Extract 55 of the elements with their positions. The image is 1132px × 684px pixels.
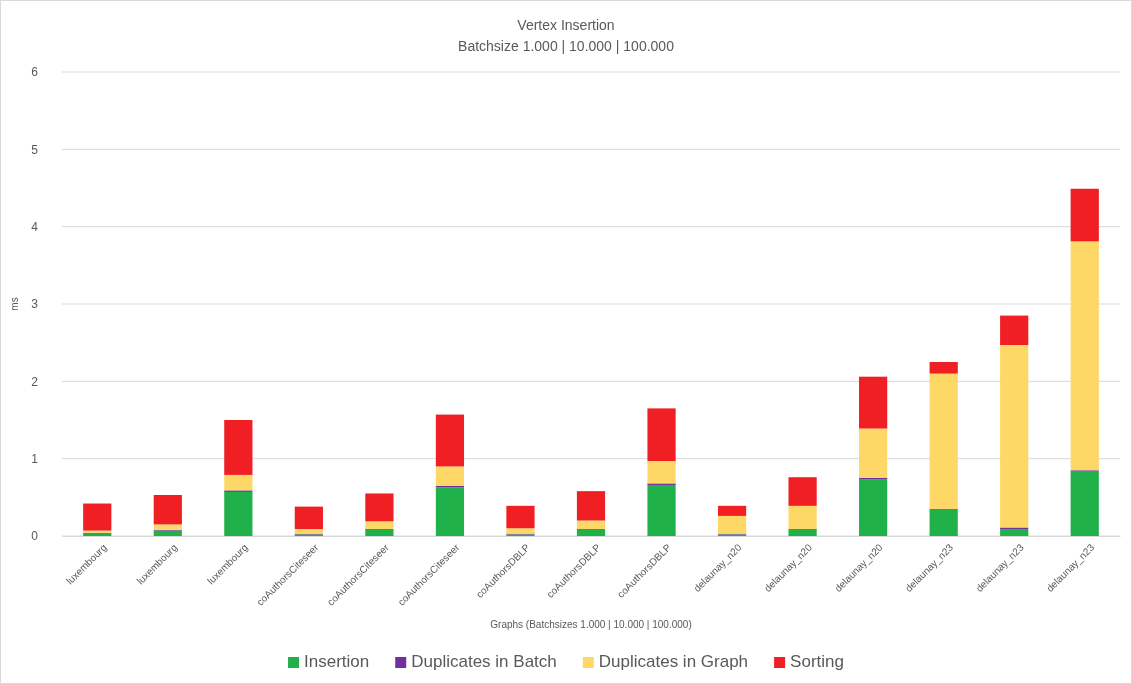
bar — [1070, 471, 1099, 536]
y-tick-label: 2 — [31, 374, 39, 389]
bar — [576, 529, 606, 536]
bar — [1000, 344, 1029, 528]
bar — [576, 491, 606, 521]
bar — [717, 505, 747, 516]
bar — [647, 460, 676, 484]
y-tick-label: 6 — [31, 65, 39, 80]
bar — [647, 484, 676, 536]
y-axis-title: ms — [9, 297, 20, 311]
bar — [506, 528, 535, 534]
bar — [929, 362, 958, 374]
bar — [1070, 241, 1099, 471]
bar — [506, 505, 535, 529]
bar — [153, 530, 182, 536]
bar — [365, 521, 394, 530]
legend-label: Duplicates in Graph — [598, 652, 749, 671]
bar — [224, 420, 253, 475]
bar — [365, 529, 394, 536]
bar — [153, 524, 182, 530]
bar — [929, 509, 958, 536]
bar — [294, 529, 323, 534]
bar — [576, 520, 606, 530]
bar — [435, 466, 465, 486]
bar — [365, 493, 394, 522]
bar — [1000, 315, 1029, 345]
bar — [1070, 188, 1099, 242]
bar — [224, 474, 253, 491]
bar — [859, 376, 888, 429]
bar — [788, 529, 817, 536]
x-axis-title: Graphs (Batchsizes 1.000 | 10.000 | 100.000) — [490, 619, 692, 630]
bar — [788, 505, 817, 530]
legend-label: Duplicates in Batch — [411, 652, 557, 671]
bar — [647, 408, 676, 461]
y-tick-label: 4 — [31, 220, 39, 235]
bar — [1000, 529, 1029, 536]
bar — [224, 491, 253, 536]
bar — [717, 515, 747, 534]
bar — [435, 487, 465, 536]
bar — [294, 506, 323, 530]
bar — [929, 373, 958, 509]
bar — [859, 479, 888, 536]
bar — [83, 503, 112, 531]
bar — [435, 414, 465, 467]
chart-subtitle: Batchsize 1.000 | 10.000 | 100.000 — [458, 38, 675, 54]
y-tick-label: 0 — [31, 529, 39, 544]
bar — [788, 477, 817, 506]
y-tick-label: 3 — [31, 297, 39, 312]
y-tick-label: 5 — [31, 142, 39, 157]
legend-label: Insertion — [304, 652, 370, 671]
bar — [153, 495, 182, 525]
bar — [859, 428, 888, 478]
legend-label: Sorting — [790, 652, 844, 671]
y-tick-label: 1 — [31, 452, 39, 467]
chart-title: Vertex Insertion — [517, 17, 615, 33]
